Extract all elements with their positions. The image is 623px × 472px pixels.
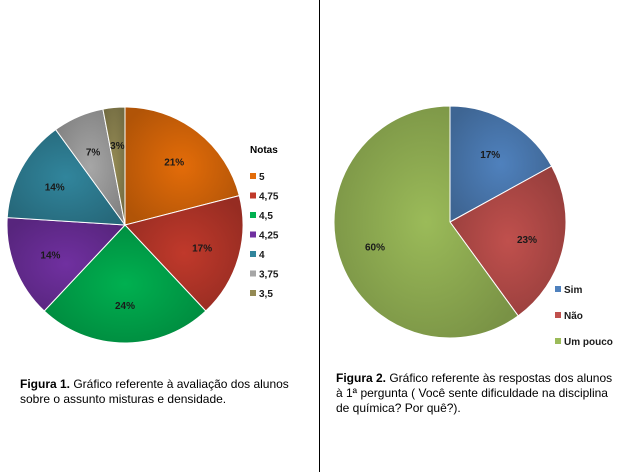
figure-2-caption: Figura 2. Gráfico referente às respostas…: [336, 371, 618, 416]
legend-label-4: 4: [259, 250, 265, 261]
legend-label-4-5: 4,5: [259, 211, 273, 222]
slice-label-sim: 17%: [480, 150, 500, 161]
pie-slice-sim: [449, 105, 553, 223]
figure-2-caption-label: Figura 2.: [336, 371, 387, 385]
slice-label-4-25: 14%: [40, 251, 60, 262]
pie-slice-5: [124, 106, 240, 226]
legend-title: Notas: [250, 145, 278, 156]
slice-label-3-5: 3%: [110, 141, 125, 152]
slice-label-um-pouco: 60%: [365, 242, 385, 253]
legend-label-sim: Sim: [564, 285, 582, 296]
legend-label-n-o: Não: [564, 311, 583, 322]
figure-1-panel: 21% 17% 24% 14% 14% 7% 3% Notas 5 4,75 4,5 4,25 4 3,7…: [6, 106, 310, 407]
legend-label-5: 5: [259, 172, 265, 183]
pie-chart-respostas: 17% 23% 60% Sim Não Um pouco: [333, 105, 613, 348]
slice-label-4-5: 24%: [115, 301, 135, 312]
legend-swatch-4: [250, 251, 256, 257]
slice-label-n-o: 23%: [517, 235, 537, 246]
figure-1-caption: Figura 1. Gráfico referente à avaliação …: [20, 377, 310, 407]
pie-slice-4-25: [6, 217, 127, 312]
legend-swatch-5: [250, 173, 256, 179]
legend-swatch-4-25: [250, 231, 256, 238]
legend-label-um-pouco: Um pouco: [564, 337, 613, 348]
slice-label-4-75: 17%: [192, 243, 212, 254]
legend-swatch-um-pouco: [555, 338, 561, 344]
pie-slice-4-5: [43, 224, 207, 344]
figure-2-caption-text: Gráfico referente às respostas dos aluno…: [336, 371, 613, 415]
legend-swatch-3-5: [250, 290, 256, 296]
legend-swatch-3-75: [250, 270, 256, 277]
slice-label-5: 21%: [164, 158, 184, 169]
legend-label-4-75: 4,75: [259, 192, 279, 203]
pie-chart-notas: 21% 17% 24% 14% 14% 7% 3% Notas 5 4,75 4,5 4,25 4 3,7…: [6, 106, 279, 344]
pie-slice-4: [6, 128, 127, 226]
legend-swatch-4-75: [250, 192, 256, 199]
pie-slice-3-5: [102, 106, 126, 226]
slice-label-4: 14%: [45, 182, 65, 193]
legend-label-3-5: 3,5: [259, 289, 273, 300]
figure-2-panel: 17% 23% 60% Sim Não Um pouco Figura 2. Gráfic…: [321, 0, 623, 472]
pie-slice-4-75: [124, 195, 244, 312]
slice-label-3-75: 7%: [86, 147, 101, 158]
figure-1-caption-text: Gráfico referente à avaliação dos alunos…: [20, 377, 289, 406]
legend-label-4-25: 4,25: [259, 231, 279, 242]
panel-divider: [319, 0, 320, 472]
pie-slice-um-pouco: [333, 105, 519, 339]
legend-swatch-n-o: [555, 312, 561, 318]
legend-swatch-sim: [555, 286, 561, 292]
figure-1-caption-label: Figura 1.: [20, 377, 71, 391]
pie-slice-n-o: [449, 165, 567, 317]
legend-swatch-4-5: [250, 212, 256, 218]
legend-label-3-75: 3,75: [259, 270, 279, 281]
